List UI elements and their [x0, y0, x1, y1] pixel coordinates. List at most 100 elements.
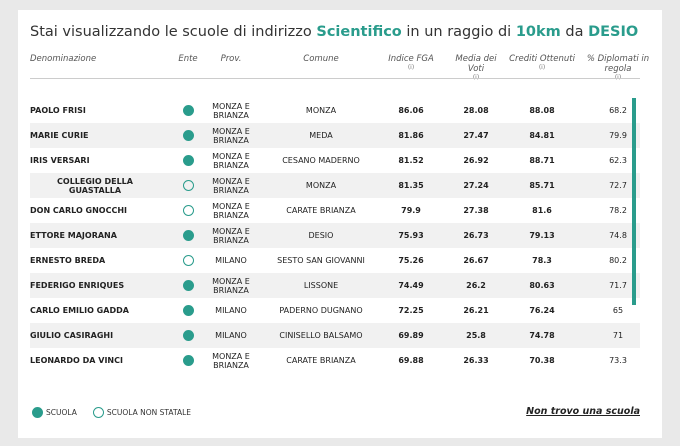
cell-crediti: 74.78	[529, 331, 555, 340]
cell-name: PAOLO FRISI	[30, 106, 86, 115]
cell-comune: CARATE BRIANZA	[286, 206, 356, 215]
table-row[interactable]: PAOLO FRISI MONZA E BRIANZA MONZA 86.06 28.0…	[30, 98, 640, 123]
cell-prov: MONZA E BRIANZA	[212, 101, 250, 120]
cell-prov: MONZA E BRIANZA	[212, 151, 250, 170]
cell-name: DON CARLO GNOCCHI	[30, 206, 128, 215]
header-rule	[30, 78, 640, 79]
ente-cell	[178, 148, 198, 173]
column-header: % Diplomati in regola(i)	[578, 54, 658, 81]
cell-voti: 26.33	[463, 356, 489, 365]
cell-fga: 81.86	[398, 131, 424, 140]
title-comune: DESIO	[588, 24, 639, 40]
table-row[interactable]: DON CARLO GNOCCHI MONZA E BRIANZA CARATE B…	[30, 198, 640, 223]
table-row[interactable]: COLLEGIO DELLA GUASTALLA MONZA E BRIANZA M…	[30, 173, 640, 198]
column-label: Prov.	[220, 54, 242, 64]
cell-crediti: 88.71	[529, 156, 555, 165]
cell-fga: 72.25	[398, 306, 424, 315]
cell-comune: SESTO SAN GIOVANNI	[277, 256, 365, 265]
ente-statale-dot	[182, 155, 194, 166]
table-row[interactable]: LEONARDO DA VINCI MONZA E BRIANZA CARATE B…	[30, 348, 640, 373]
cell-prov: MILANO	[215, 331, 247, 340]
cell-diplomati: 62.3	[609, 156, 627, 165]
ente-cell	[178, 248, 198, 273]
ente-statale-dot	[182, 330, 194, 341]
ente-non-statale-dot	[182, 205, 194, 216]
cell-name: FEDERIGO ENRIQUES	[30, 281, 125, 290]
cell-prov: MILANO	[215, 256, 247, 265]
scrollbar[interactable]	[632, 98, 636, 305]
cell-fga: 69.89	[398, 331, 424, 340]
cell-voti: 26.92	[463, 156, 489, 165]
cell-fga: 79.9	[401, 206, 421, 215]
info-icon: (i)	[578, 74, 658, 81]
table-row[interactable]: ETTORE MAJORANA MONZA E BRIANZA DESIO 75.93…	[30, 223, 640, 248]
table-row[interactable]: FEDERIGO ENRIQUES MONZA E BRIANZA LISSONE 7…	[30, 273, 640, 298]
cell-diplomati: 68.2	[609, 106, 627, 115]
title-indirizzo: Scientifico	[316, 24, 402, 40]
cell-name: GIULIO CASIRAGHI	[30, 331, 114, 340]
cell-fga: 81.52	[398, 156, 424, 165]
cell-name: IRIS VERSARI	[30, 156, 90, 165]
cell-diplomati: 72.7	[609, 181, 627, 190]
title-text: in un raggio di	[401, 24, 516, 40]
cell-name: MARIE CURIE	[30, 131, 89, 140]
missing-school-link[interactable]: Non trovo una scuola	[526, 406, 640, 417]
cell-diplomati: 74.8	[609, 231, 627, 240]
column-header: Comune	[266, 54, 376, 64]
cell-crediti: 76.24	[529, 306, 555, 315]
ente-statale-dot	[182, 230, 194, 241]
table-row[interactable]: CARLO EMILIO GADDA MILANO PADERNO DUGNANO 7…	[30, 298, 640, 323]
cell-voti: 27.24	[463, 181, 489, 190]
legend-label: SCUOLA	[46, 408, 77, 417]
cell-voti: 28.08	[463, 106, 489, 115]
cell-diplomati: 71.7	[609, 281, 627, 290]
column-header: Media dei Voti(i)	[446, 54, 506, 81]
cell-voti: 27.47	[463, 131, 489, 140]
ente-non-statale-dot	[182, 255, 194, 266]
cell-fga: 81.35	[398, 181, 424, 190]
ente-statale-dot	[182, 130, 194, 141]
cell-prov: MONZA E BRIANZA	[212, 176, 250, 195]
column-label: Comune	[303, 54, 339, 64]
cell-crediti: 78.3	[532, 256, 552, 265]
cell-fga: 74.49	[398, 281, 424, 290]
info-icon: (i)	[407, 64, 415, 71]
cell-fga: 75.26	[398, 256, 424, 265]
cell-name: CARLO EMILIO GADDA	[30, 306, 129, 315]
cell-crediti: 88.08	[529, 106, 555, 115]
cell-comune: CINISELLO BALSAMO	[279, 331, 363, 340]
cell-voti: 26.2	[466, 281, 486, 290]
cell-name: LEONARDO DA VINCI	[30, 356, 123, 365]
ente-cell	[178, 273, 198, 298]
cell-diplomati: 65	[612, 306, 624, 315]
cell-comune: LISSONE	[303, 281, 339, 290]
info-icon: (i)	[446, 74, 506, 81]
column-label: Denominazione	[30, 54, 97, 64]
cell-comune: DESIO	[308, 231, 334, 240]
cell-name: ERNESTO BREDA	[30, 256, 106, 265]
column-header: Prov.	[206, 54, 256, 64]
cell-voti: 25.8	[466, 331, 486, 340]
column-label: Media dei Voti	[455, 54, 497, 74]
table-row[interactable]: MARIE CURIE MONZA E BRIANZA MEDA 81.86 27.47…	[30, 123, 640, 148]
cell-comune: PADERNO DUGNANO	[279, 306, 363, 315]
table-row[interactable]: IRIS VERSARI MONZA E BRIANZA CESANO MADERN…	[30, 148, 640, 173]
cell-prov: MONZA E BRIANZA	[212, 201, 250, 220]
cell-diplomati: 80.2	[609, 256, 627, 265]
panel: Stai visualizzando le scuole di indirizz…	[18, 10, 662, 438]
cell-crediti: 79.13	[529, 231, 555, 240]
cell-diplomati: 71	[612, 331, 624, 340]
table-row[interactable]: ERNESTO BREDA MILANO SESTO SAN GIOVANNI 75.…	[30, 248, 640, 273]
cell-voti: 27.38	[463, 206, 489, 215]
cell-prov: MILANO	[215, 306, 247, 315]
cell-comune: CESANO MADERNO	[282, 156, 360, 165]
cell-voti: 26.73	[463, 231, 489, 240]
table-row[interactable]: GIULIO CASIRAGHI MILANO CINISELLO BALSAMO 6…	[30, 323, 640, 348]
cell-crediti: 85.71	[529, 181, 555, 190]
cell-crediti: 81.6	[532, 206, 552, 215]
title-text: da	[560, 24, 589, 40]
cell-crediti: 84.81	[529, 131, 555, 140]
title-raggio: 10km	[515, 24, 561, 40]
ente-cell	[178, 298, 198, 323]
column-label: Crediti Ottenuti	[509, 54, 575, 64]
